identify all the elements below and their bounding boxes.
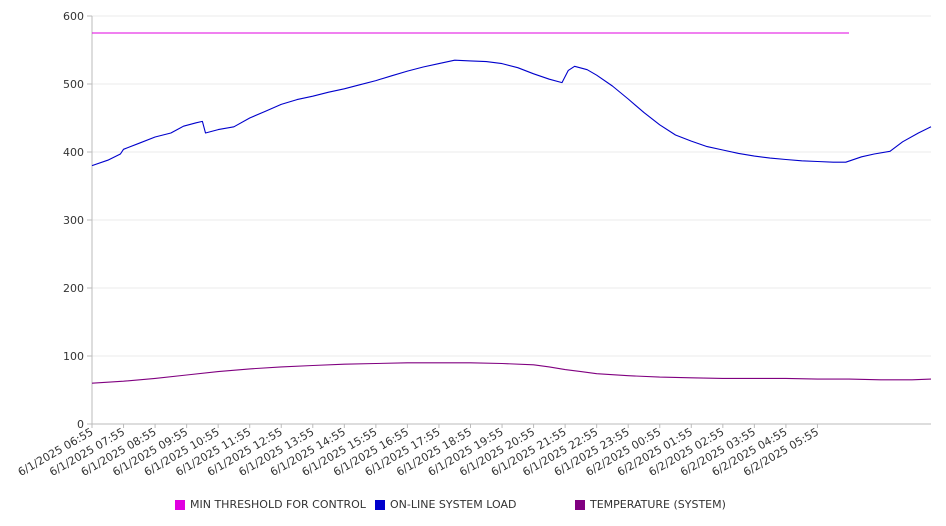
y-tick-label: 400 <box>63 146 84 159</box>
legend-label-system-load: ON-LINE SYSTEM LOAD <box>390 498 517 511</box>
legend-item-min-threshold[interactable]: MIN THRESHOLD FOR CONTROL <box>175 498 366 511</box>
series-line-system-load <box>91 59 932 167</box>
y-tick-labels: 0 100 200 300 400 500 600 <box>63 10 84 431</box>
legend-swatch-system-load <box>375 499 385 510</box>
legend-label-temperature: TEMPERATURE (SYSTEM) <box>590 498 726 511</box>
x-tick-labels: 6/1/2025 06:556/1/2025 07:556/1/2025 08:… <box>16 425 821 479</box>
legend-swatch-min-threshold <box>175 499 185 510</box>
series-lines <box>91 32 932 384</box>
y-tick-label: 600 <box>63 10 84 23</box>
legend-item-temperature[interactable]: TEMPERATURE (SYSTEM) <box>575 498 726 511</box>
series-line-temperature <box>91 362 932 384</box>
axes <box>87 15 931 428</box>
y-tick-label: 500 <box>63 78 84 91</box>
legend: MIN THRESHOLD FOR CONTROL ON-LINE SYSTEM… <box>0 498 946 514</box>
grid-lines <box>92 15 931 357</box>
y-tick-label: 200 <box>63 282 84 295</box>
legend-swatch-temperature <box>575 499 585 510</box>
y-tick-label: 100 <box>63 350 84 363</box>
y-tick-label: 0 <box>77 418 84 431</box>
legend-item-system-load[interactable]: ON-LINE SYSTEM LOAD <box>375 498 516 511</box>
legend-label-min-threshold: MIN THRESHOLD FOR CONTROL <box>190 498 366 511</box>
y-tick-label: 300 <box>63 214 84 227</box>
